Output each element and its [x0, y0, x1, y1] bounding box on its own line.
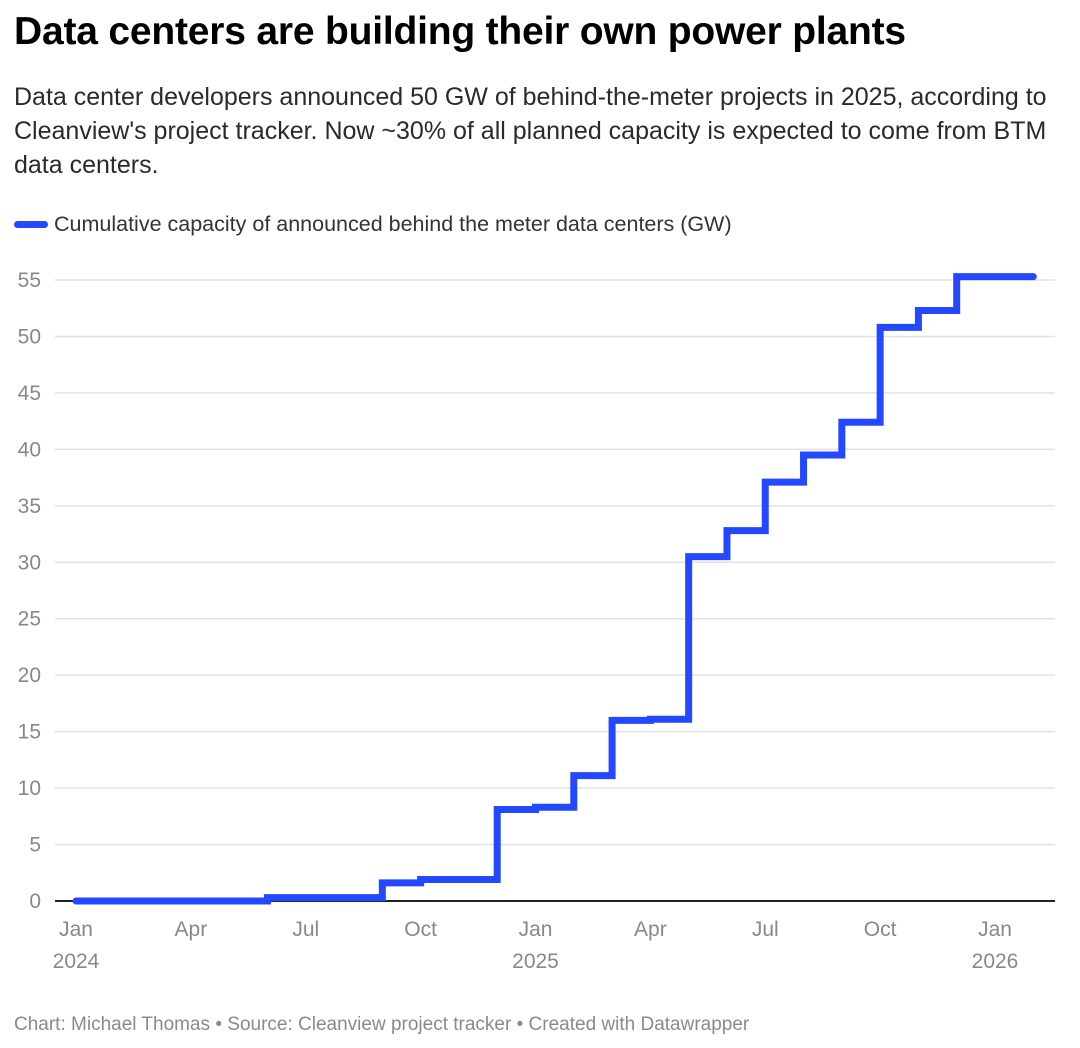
- x-tick-label: Oct: [404, 918, 437, 941]
- series-line-cumulative-capacity: [72, 273, 1037, 905]
- y-tick-label: 35: [18, 495, 41, 518]
- legend-label: Cumulative capacity of announced behind …: [54, 212, 732, 236]
- y-tick-label: 10: [18, 777, 41, 800]
- y-tick-label: 5: [29, 834, 41, 857]
- y-tick-label: 20: [18, 664, 41, 687]
- x-tick-year-label: 2024: [53, 950, 100, 973]
- x-tick-label: Apr: [634, 918, 667, 941]
- chart-footer: Chart: Michael Thomas • Source: Cleanvie…: [14, 1014, 750, 1035]
- x-tick-label: Jan: [978, 918, 1012, 941]
- y-tick-label: 50: [18, 325, 41, 348]
- y-tick-label: 15: [18, 721, 41, 744]
- x-tick-label: Jan: [519, 918, 553, 941]
- x-tick-label: Jul: [752, 918, 779, 941]
- x-tick-label: Jan: [59, 918, 93, 941]
- x-tick-year-label: 2026: [972, 950, 1019, 973]
- y-tick-label: 25: [18, 608, 41, 631]
- x-tick-label: Jul: [292, 918, 319, 941]
- chart-title: Data centers are building their own powe…: [14, 10, 906, 53]
- legend: Cumulative capacity of announced behind …: [14, 212, 732, 237]
- y-tick-label: 40: [18, 438, 41, 461]
- y-tick-label: 55: [18, 269, 41, 292]
- y-tick-label: 45: [18, 382, 41, 405]
- x-axis-ticks: Jan 2024 Apr Jul Oct Jan 2025 Apr Jul Oct Jan 2026: [53, 918, 1019, 973]
- x-tick-label: Oct: [864, 918, 897, 941]
- chart-subtitle: Data center developers announced 50 GW o…: [14, 83, 1047, 179]
- x-tick-year-label: 2025: [512, 950, 559, 973]
- y-tick-label: 30: [18, 551, 41, 574]
- y-axis-ticks: 0 5 10 15 20 25 30 35 40 45 50 55: [18, 269, 41, 913]
- grid-lines: [55, 279, 1055, 846]
- x-tick-label: Apr: [175, 918, 208, 941]
- y-tick-label: 0: [29, 890, 41, 913]
- legend-swatch: [14, 221, 48, 228]
